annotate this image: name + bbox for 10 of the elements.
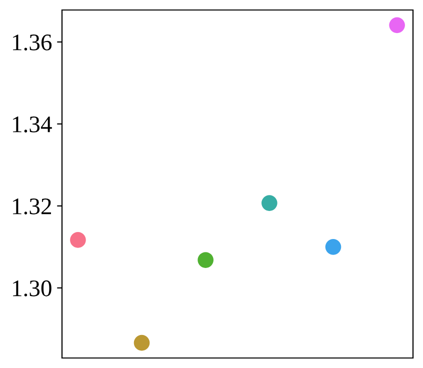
point	[70, 232, 86, 248]
point	[325, 239, 342, 255]
point	[261, 195, 278, 211]
y-tick-label: 1.32	[13, 198, 51, 214]
point	[389, 17, 405, 34]
y-tick-label: 1.34	[13, 116, 52, 132]
point	[134, 334, 150, 351]
y-tick-label: 1.36	[13, 34, 52, 50]
y-tick-label: 1.30	[13, 280, 52, 296]
point	[198, 252, 214, 268]
